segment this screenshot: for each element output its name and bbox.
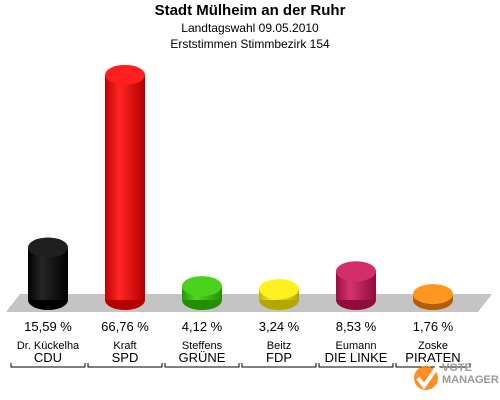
bar-fdp <box>259 279 299 310</box>
chart-subtitle-district: Erststimmen Stimmbezirk 154 <box>170 37 330 51</box>
category-bracket <box>164 363 240 368</box>
bar-top <box>28 237 68 258</box>
logo-word-vote: VOTE <box>442 362 472 374</box>
category-bracket <box>10 363 86 368</box>
candidate-label: Kraft <box>113 340 136 352</box>
value-label: 8,53 % <box>336 319 377 334</box>
logo-word-manager: MANAGER <box>442 374 499 386</box>
category-bracket <box>87 363 163 368</box>
chart-subtitle-election: Landtagswahl 09.05.2010 <box>181 21 319 35</box>
candidate-label: Eumann <box>336 340 377 352</box>
value-label: 66,76 % <box>101 319 149 334</box>
bar-die-linke <box>336 261 376 310</box>
bar-cdu <box>28 237 68 310</box>
candidate-label: Dr. Kückelha <box>17 340 80 352</box>
party-label: CDU <box>34 350 62 365</box>
checkmark-icon <box>414 364 440 390</box>
candidate-label: Beitz <box>267 340 291 352</box>
chart-title: Stadt Mülheim an der Ruhr <box>154 2 346 19</box>
candidate-label: Zoske <box>418 340 448 352</box>
value-label: 4,12 % <box>182 319 223 334</box>
value-label: 1,76 % <box>413 319 454 334</box>
bar-top <box>413 284 453 305</box>
value-label: 15,59 % <box>24 319 72 334</box>
bar-body <box>105 74 145 300</box>
logo-text: VOTE MANAGER <box>442 362 499 386</box>
bar-piraten <box>413 284 453 310</box>
bar-spd <box>105 64 145 310</box>
party-label: PIRATEN <box>405 350 460 365</box>
party-label: FDP <box>266 350 292 365</box>
bar-top <box>336 261 376 282</box>
bar-top <box>105 64 145 85</box>
party-label: GRÜNE <box>179 350 226 365</box>
bar-gr-ne <box>182 276 222 310</box>
candidate-label: Steffens <box>182 340 223 352</box>
category-bracket <box>395 363 471 368</box>
party-label: SPD <box>112 350 139 365</box>
value-label: 3,24 % <box>259 319 300 334</box>
bar-top <box>182 276 222 297</box>
category-bracket <box>241 363 317 368</box>
party-label: DIE LINKE <box>325 350 388 365</box>
bar-top <box>259 279 299 300</box>
category-bracket <box>318 363 394 368</box>
votemanager-logo: VOTE MANAGER <box>412 360 499 394</box>
